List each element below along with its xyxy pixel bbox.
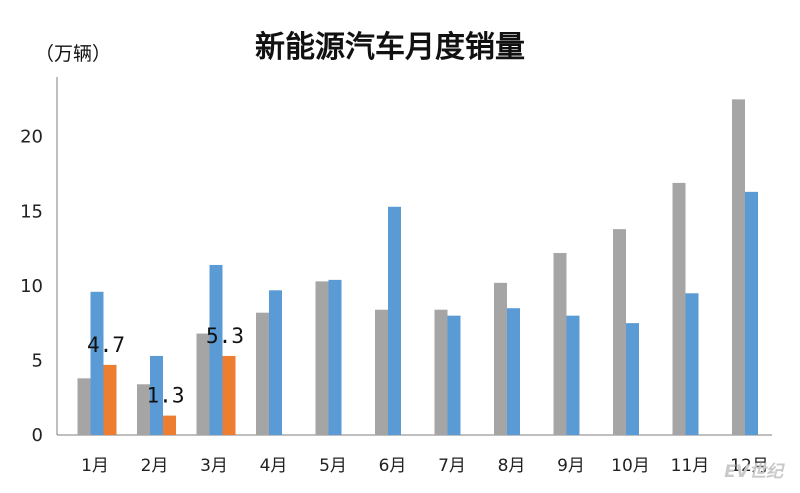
- y-tick-label: 20: [20, 127, 43, 148]
- bar: [328, 279, 342, 435]
- bar: [672, 182, 686, 435]
- bar: [553, 253, 567, 435]
- bar: [613, 229, 626, 435]
- data-label: 1.3: [147, 384, 185, 408]
- x-tick-label: 1月: [81, 456, 109, 476]
- bar: [163, 415, 176, 435]
- bar: [196, 333, 210, 435]
- bar: [685, 293, 699, 435]
- x-tick-label: 5月: [319, 456, 347, 476]
- y-tick-label: 5: [32, 350, 43, 371]
- bar: [209, 264, 223, 435]
- bar: [90, 291, 104, 435]
- x-tick-label: 3月: [200, 456, 228, 476]
- bar: [745, 191, 758, 435]
- bar: [626, 323, 639, 435]
- x-tick-label: 7月: [438, 456, 466, 476]
- data-labels: 4.7 1.3 5.3: [87, 324, 244, 408]
- data-label: 5.3: [206, 324, 244, 348]
- x-tick-label: 2月: [141, 456, 169, 476]
- y-axis-ticks: 0 5 10 15 20: [20, 127, 43, 446]
- y-tick-label: 0: [32, 425, 43, 446]
- bar: [447, 315, 461, 435]
- y-axis-unit-label: （万辆）: [35, 43, 111, 65]
- bar: [388, 206, 401, 435]
- x-tick-label: 9月: [557, 456, 585, 476]
- bar: [137, 384, 150, 435]
- bar: [375, 309, 388, 435]
- bar: [103, 364, 117, 435]
- bar: [150, 355, 163, 435]
- x-axis-category-labels: 1月 2月 3月 4月 5月 6月 7月 8月 9月 10月 11月 12月: [81, 456, 769, 476]
- x-tick-label: 8月: [498, 456, 526, 476]
- x-tick-label: 6月: [379, 456, 407, 476]
- bar: [77, 378, 91, 435]
- x-tick-label: 10月: [611, 456, 650, 476]
- watermark-logo-text: EV世纪: [724, 462, 785, 482]
- data-label: 4.7: [87, 333, 125, 357]
- x-tick-label: 12月: [730, 456, 769, 476]
- y-tick-label: 15: [20, 201, 43, 222]
- bar: [269, 290, 282, 435]
- bar: [434, 309, 448, 435]
- chart-title: 新能源汽车月度销量: [255, 30, 525, 65]
- bar: [507, 308, 520, 435]
- bar: [732, 99, 745, 435]
- x-tick-label: 11月: [671, 456, 710, 476]
- bar-marks: [77, 99, 758, 435]
- y-tick-label: 10: [20, 276, 43, 297]
- bar: [566, 315, 580, 435]
- bar: [315, 281, 329, 435]
- bar: [494, 282, 507, 435]
- bar: [222, 355, 236, 435]
- x-tick-label: 4月: [260, 456, 288, 476]
- bar: [256, 312, 269, 435]
